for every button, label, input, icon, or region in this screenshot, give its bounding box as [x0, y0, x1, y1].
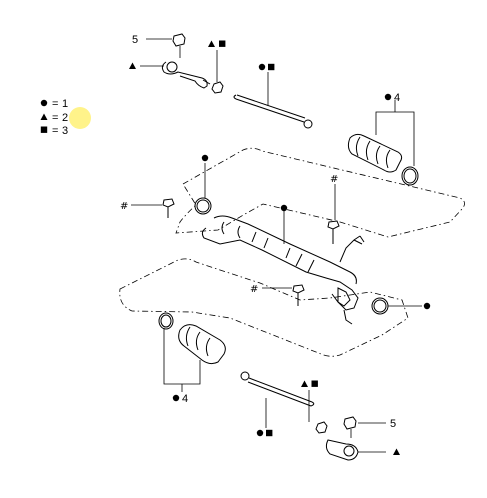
legend-highlight — [69, 107, 91, 129]
legend-item-1: = 1 — [40, 98, 68, 110]
tie-rod-end-lower-marker — [393, 448, 400, 455]
svg-text:=: = — [52, 112, 58, 124]
lock-nut-upper — [208, 40, 226, 94]
nut-lower: 5 — [343, 416, 396, 438]
bolt-center-upper: # — [327, 174, 340, 244]
svg-text:#: # — [330, 174, 338, 185]
tie-rod-end-upper-marker — [129, 62, 136, 69]
o-ring-left-upper — [194, 154, 212, 215]
inner-tie-rod-lower — [240, 371, 315, 437]
boot-lower: 4 — [163, 324, 226, 405]
o-ring-left-lower — [158, 312, 174, 330]
svg-text:2: 2 — [62, 112, 68, 124]
inner-tie-rod-upper — [233, 63, 313, 129]
bolt-center-lower: # — [250, 284, 305, 306]
nut-upper: 5 — [132, 33, 186, 58]
rack-outline-lower — [119, 258, 409, 357]
legend-item-3: = 3 — [40, 125, 68, 137]
svg-text:#: # — [120, 201, 128, 212]
legend-item-2: = 2 — [40, 112, 68, 124]
o-ring-right — [371, 297, 431, 315]
svg-text:5: 5 — [132, 34, 138, 46]
boot-upper: 4 — [347, 92, 419, 186]
svg-text:3: 3 — [62, 125, 68, 137]
rack-housing — [201, 204, 365, 325]
svg-text:#: # — [250, 284, 258, 295]
bolt-left: # — [120, 198, 175, 218]
svg-text:=: = — [52, 125, 58, 137]
svg-text:=: = — [52, 98, 58, 110]
lock-nut-lower — [301, 380, 328, 434]
svg-text:1: 1 — [62, 98, 68, 110]
svg-text:5: 5 — [390, 418, 396, 430]
rack-outline-upper — [175, 147, 465, 238]
svg-text:4: 4 — [394, 92, 400, 104]
svg-text:4: 4 — [182, 393, 188, 405]
legend: = 1 = 2 = 3 — [40, 98, 91, 137]
tie-rod-end-lower — [325, 439, 400, 461]
tie-rod-end-upper — [129, 61, 211, 89]
